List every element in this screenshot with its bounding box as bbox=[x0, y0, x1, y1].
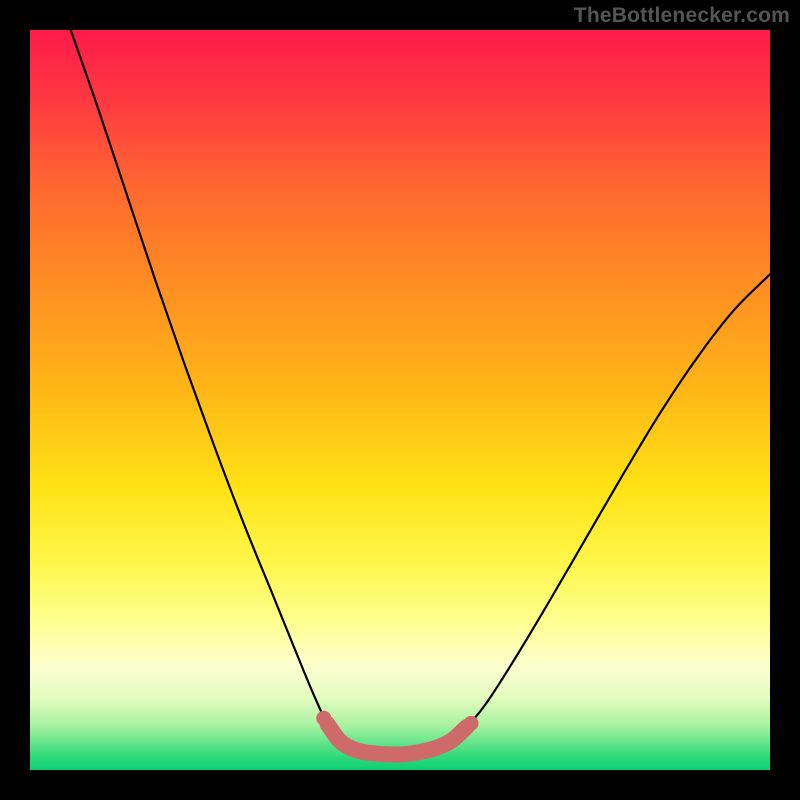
highlight-bead bbox=[437, 737, 452, 752]
stage: TheBottlenecker.com bbox=[0, 0, 800, 800]
watermark-text: TheBottlenecker.com bbox=[574, 4, 790, 28]
highlight-bead bbox=[464, 716, 479, 731]
highlight-bead bbox=[330, 730, 345, 745]
highlight-bead bbox=[316, 711, 331, 726]
chart-svg bbox=[0, 0, 800, 800]
highlight-bead bbox=[450, 728, 465, 743]
plot-background bbox=[30, 30, 770, 770]
